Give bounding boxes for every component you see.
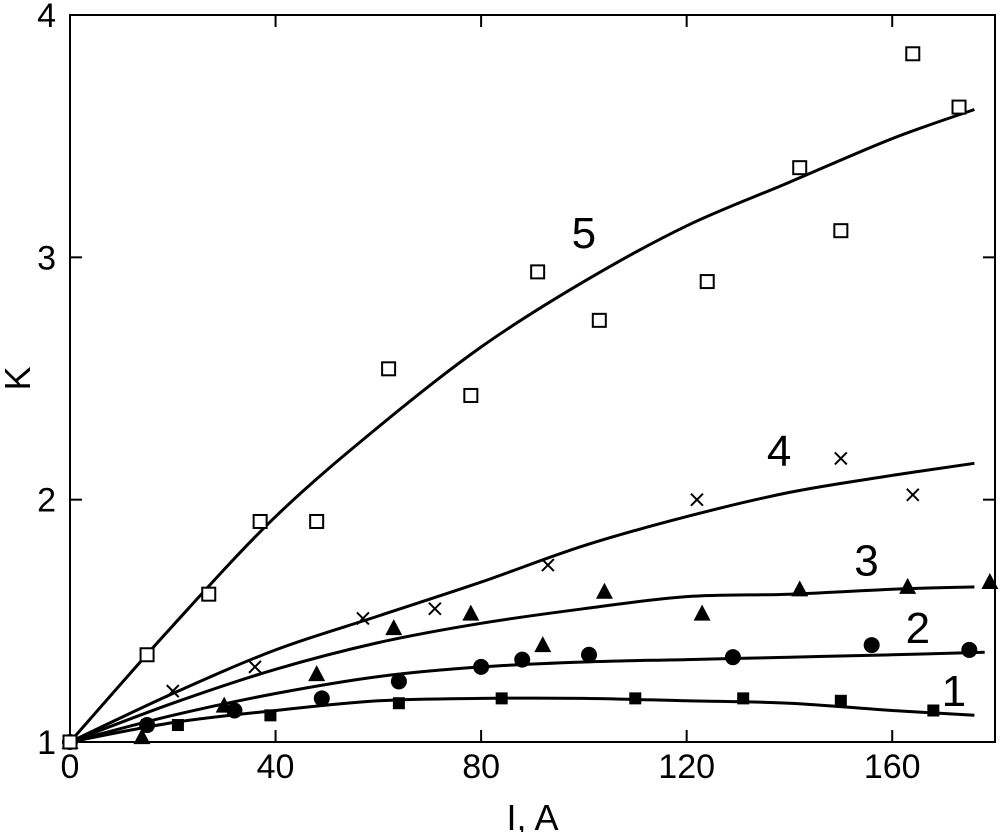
data-point-series-2: [581, 646, 598, 663]
data-point-series-1: [171, 719, 184, 732]
data-point-series-4: [428, 602, 442, 616]
data-point-series-4: [248, 660, 262, 674]
data-point-series-4: [356, 611, 370, 626]
data-point-series-4: [834, 451, 848, 466]
fit-curve-series-3: [69, 585, 975, 744]
data-point-series-5: [252, 513, 268, 529]
data-point-series-2: [390, 673, 407, 690]
data-point-series-1: [834, 694, 847, 707]
data-point-series-3: [462, 604, 480, 621]
curve-label: 2: [906, 604, 930, 653]
data-point-series-1: [392, 697, 405, 710]
data-point-series-3: [693, 604, 711, 621]
data-point-series-2: [724, 649, 741, 666]
data-point-series-1: [629, 692, 642, 705]
data-point-series-1: [495, 692, 508, 705]
data-point-series-2: [514, 651, 531, 668]
data-point-series-5: [201, 586, 217, 602]
x-tick-label: 120: [658, 748, 715, 786]
data-point-series-4: [541, 558, 555, 572]
x-axis-label: I, A: [506, 797, 558, 832]
data-point-series-3: [308, 665, 326, 682]
curve-label: 5: [572, 209, 596, 258]
data-point-series-5: [833, 223, 849, 239]
x-tick-label: 160: [864, 748, 921, 786]
data-point-series-3: [899, 577, 917, 594]
data-point-series-2: [473, 658, 490, 675]
curve-label: 3: [854, 536, 878, 585]
data-point-series-1: [264, 709, 277, 722]
y-axis-label: K: [0, 366, 38, 390]
data-point-series-2: [139, 717, 156, 734]
data-point-series-4: [166, 684, 180, 698]
data-point-series-5: [792, 160, 808, 176]
data-point-series-5: [381, 361, 397, 377]
data-point-series-2: [313, 690, 330, 707]
data-point-series-3: [791, 580, 809, 597]
data-point-series-5: [951, 99, 967, 115]
data-point-series-1: [927, 704, 940, 717]
data-point-series-4: [906, 488, 920, 502]
y-tick-label: 2: [37, 482, 56, 520]
data-point-series-1: [737, 692, 750, 705]
data-point-series-5: [62, 734, 78, 750]
data-point-series-5: [530, 264, 546, 280]
y-tick-label: 1: [37, 724, 56, 762]
data-point-series-5: [699, 274, 715, 290]
fit-curve-series-5: [68, 108, 975, 743]
x-tick-label: 0: [61, 748, 80, 786]
data-point-series-3: [595, 582, 613, 599]
y-tick-label: 4: [37, 0, 56, 35]
curve-label: 4: [767, 427, 791, 476]
y-tick-label: 3: [37, 239, 56, 277]
x-tick-label: 40: [257, 748, 295, 786]
data-point-series-5: [905, 46, 921, 62]
data-point-series-3: [385, 619, 403, 636]
data-point-series-3: [133, 728, 151, 745]
data-point-series-3: [981, 573, 999, 590]
data-point-series-5: [309, 513, 325, 529]
curve-label: 1: [942, 667, 966, 716]
plot-frame: [69, 14, 996, 743]
data-point-series-4: [690, 492, 704, 507]
fit-curve-series-1: [69, 696, 975, 744]
data-point-series-5: [139, 647, 155, 663]
data-point-series-3: [215, 696, 233, 713]
data-point-series-3: [534, 636, 552, 653]
fit-curve-series-4: [69, 461, 975, 744]
x-tick-label: 80: [462, 748, 500, 786]
data-point-series-5: [591, 312, 607, 328]
data-point-series-2: [961, 641, 978, 658]
data-point-series-5: [463, 387, 479, 403]
data-point-series-2: [226, 702, 243, 719]
data-point-series-2: [863, 637, 880, 654]
